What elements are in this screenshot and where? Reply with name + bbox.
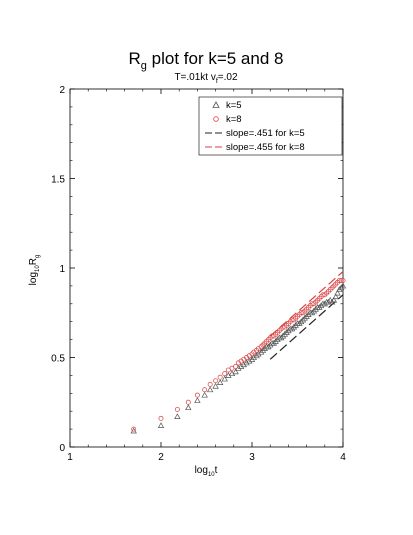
y-tick-label: 1.5 (51, 175, 65, 186)
data-point-k5 (257, 348, 265, 355)
data-point-k5 (332, 293, 339, 300)
data-point-k5 (246, 357, 253, 364)
data-point-k5 (270, 339, 278, 346)
chart-title-main: R (129, 49, 141, 68)
data-point-k5 (281, 330, 288, 337)
chart-title: Rg plot for k=5 and 8 (129, 49, 284, 72)
chart-subtitle: T=.01kt vf=.02 (174, 72, 238, 85)
data-point-k5 (201, 391, 208, 398)
data-point-k5 (216, 379, 224, 385)
x-tick-label: 3 (249, 452, 255, 463)
data-point-k5 (277, 334, 285, 341)
data-point-k8 (202, 387, 208, 393)
data-point-k5 (301, 314, 308, 321)
data-point-k5 (272, 338, 279, 344)
data-point-k5 (339, 282, 347, 289)
chart-title-sub: g (141, 60, 147, 72)
x-axis-label-rest: t (215, 465, 218, 476)
data-point-k5 (250, 354, 258, 360)
data-point-k5 (279, 332, 287, 339)
data-point-k5 (299, 316, 307, 323)
data-point-k5 (290, 323, 298, 330)
data-point-k8 (131, 426, 137, 432)
data-point-k8 (185, 399, 191, 405)
data-point-k5 (194, 397, 201, 403)
data-point-k5 (316, 304, 323, 310)
x-ticks: 1 2 3 4 (67, 89, 346, 463)
legend: k=5 k=8 slope=.451 for k=5 slope=.455 fo… (198, 96, 343, 156)
data-point-k5 (253, 352, 260, 359)
data-point-k5 (330, 296, 338, 303)
data-point-k5 (255, 350, 262, 357)
y-axis-label-rsub: g (35, 255, 41, 258)
data-point-k5 (310, 307, 318, 314)
legend-marker-k8 (213, 116, 219, 122)
data-point-k5 (283, 329, 290, 335)
legend-label-fit5: slope=.451 for k=5 (226, 128, 305, 139)
chart-subtitle-sub: f (216, 78, 218, 85)
data-point-k5 (237, 363, 245, 369)
data-point-k8 (233, 364, 239, 369)
data-point-k8 (158, 415, 164, 421)
data-point-k5 (243, 359, 250, 366)
x-tick-label: 2 (158, 452, 164, 463)
data-point-k5 (259, 347, 267, 353)
data-points (130, 278, 347, 434)
y-axis-label-sub: 10 (35, 265, 41, 272)
data-point-k5 (206, 386, 214, 393)
data-point-k8 (336, 278, 342, 283)
data-point-k8 (207, 381, 213, 387)
chart-subtitle-a: T=.01kt v (174, 72, 215, 83)
x-axis-label-main: log (195, 465, 208, 476)
y-tick-label: 0.5 (51, 354, 65, 365)
data-point-k8 (194, 392, 200, 398)
legend-box (198, 96, 343, 156)
data-point-k5 (334, 289, 341, 296)
data-point-k5 (232, 368, 239, 375)
data-point-k5 (174, 413, 181, 419)
y-tick-label: 2 (59, 85, 65, 96)
data-point-k5 (228, 370, 236, 377)
fit-line-k5 (269, 294, 344, 360)
data-point-k8 (340, 278, 346, 283)
data-point-k5 (303, 313, 310, 319)
y-axis-label-r: R (28, 258, 39, 265)
legend-label-fit8: slope=.455 for k=8 (226, 142, 305, 153)
data-point-k8 (213, 378, 219, 384)
data-point-k8 (174, 406, 180, 412)
data-point-k5 (157, 422, 165, 428)
data-point-k8 (338, 278, 344, 283)
data-point-k5 (336, 286, 343, 292)
data-point-k5 (325, 298, 332, 305)
data-point-k5 (185, 404, 192, 411)
data-point-k5 (248, 355, 256, 362)
legend-marker-k5 (212, 101, 220, 108)
data-point-k5 (265, 343, 272, 350)
x-axis-label-sub: 10 (208, 472, 215, 478)
data-point-k8 (217, 374, 223, 380)
data-point-k5 (288, 325, 296, 332)
y-tick-label: 0 (59, 443, 65, 454)
chart-title-rest: plot for k=5 and 8 (147, 49, 284, 68)
data-point-k5 (297, 318, 305, 325)
x-tick-label: 1 (67, 452, 73, 463)
data-point-k8 (222, 371, 228, 377)
data-point-k5 (221, 375, 228, 382)
legend-label-k5: k=5 (226, 100, 242, 111)
x-tick-label: 4 (340, 452, 346, 463)
y-tick-label: 1 (59, 264, 65, 275)
data-point-k5 (328, 298, 336, 305)
data-point-k5 (337, 284, 345, 291)
x-axis-label: log10t (195, 465, 218, 478)
data-point-k5 (212, 382, 219, 389)
data-point-k5 (240, 361, 248, 368)
data-point-k5 (296, 320, 303, 326)
chart-subtitle-b: =.02 (218, 72, 238, 83)
y-axis-label-main: log (28, 272, 39, 285)
data-point-k5 (308, 309, 316, 316)
y-axis-label: log10Rg (28, 255, 41, 286)
legend-label-k8: k=8 (226, 114, 242, 125)
